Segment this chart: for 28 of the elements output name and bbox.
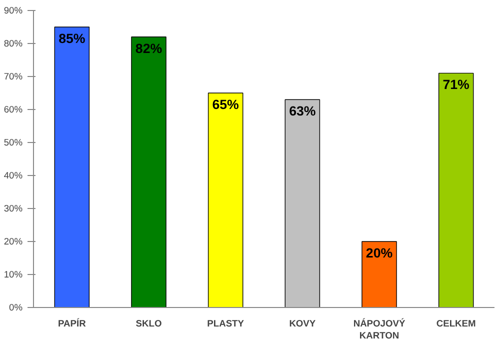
data-label: 65%: [212, 97, 240, 112]
y-tick-label: 70%: [4, 72, 22, 82]
y-tick-label: 0%: [9, 302, 22, 312]
bar: [362, 241, 397, 308]
y-tick-label: 10%: [4, 270, 22, 280]
y-tick-label: 90%: [4, 6, 22, 16]
y-tick-label: 80%: [4, 38, 22, 48]
bar: [208, 92, 244, 308]
bar: [438, 72, 474, 308]
data-label: 85%: [58, 31, 86, 46]
y-tick-label: 50%: [4, 138, 22, 148]
data-label: 71%: [442, 77, 470, 92]
bar: [54, 26, 90, 308]
data-label: 82%: [135, 40, 162, 56]
y-tick-label: 60%: [4, 104, 22, 114]
y-tick-label: 40%: [4, 170, 22, 180]
data-label: 63%: [289, 104, 316, 119]
y-tick-label: 20%: [4, 236, 22, 246]
x-tick-label: CELKEM: [436, 318, 476, 328]
x-tick-label: PAPÍR: [58, 318, 86, 328]
data-label: 20%: [366, 246, 393, 260]
bar: [131, 36, 166, 308]
x-tick-label: PLASTY: [207, 318, 245, 328]
x-tick-label: SKLO: [136, 318, 162, 328]
bar: [284, 99, 320, 308]
x-tick-label: NÁPOJOVÝ KARTON: [353, 318, 406, 340]
x-tick-label: KOVY: [289, 318, 316, 328]
y-tick-label: 30%: [4, 204, 22, 214]
